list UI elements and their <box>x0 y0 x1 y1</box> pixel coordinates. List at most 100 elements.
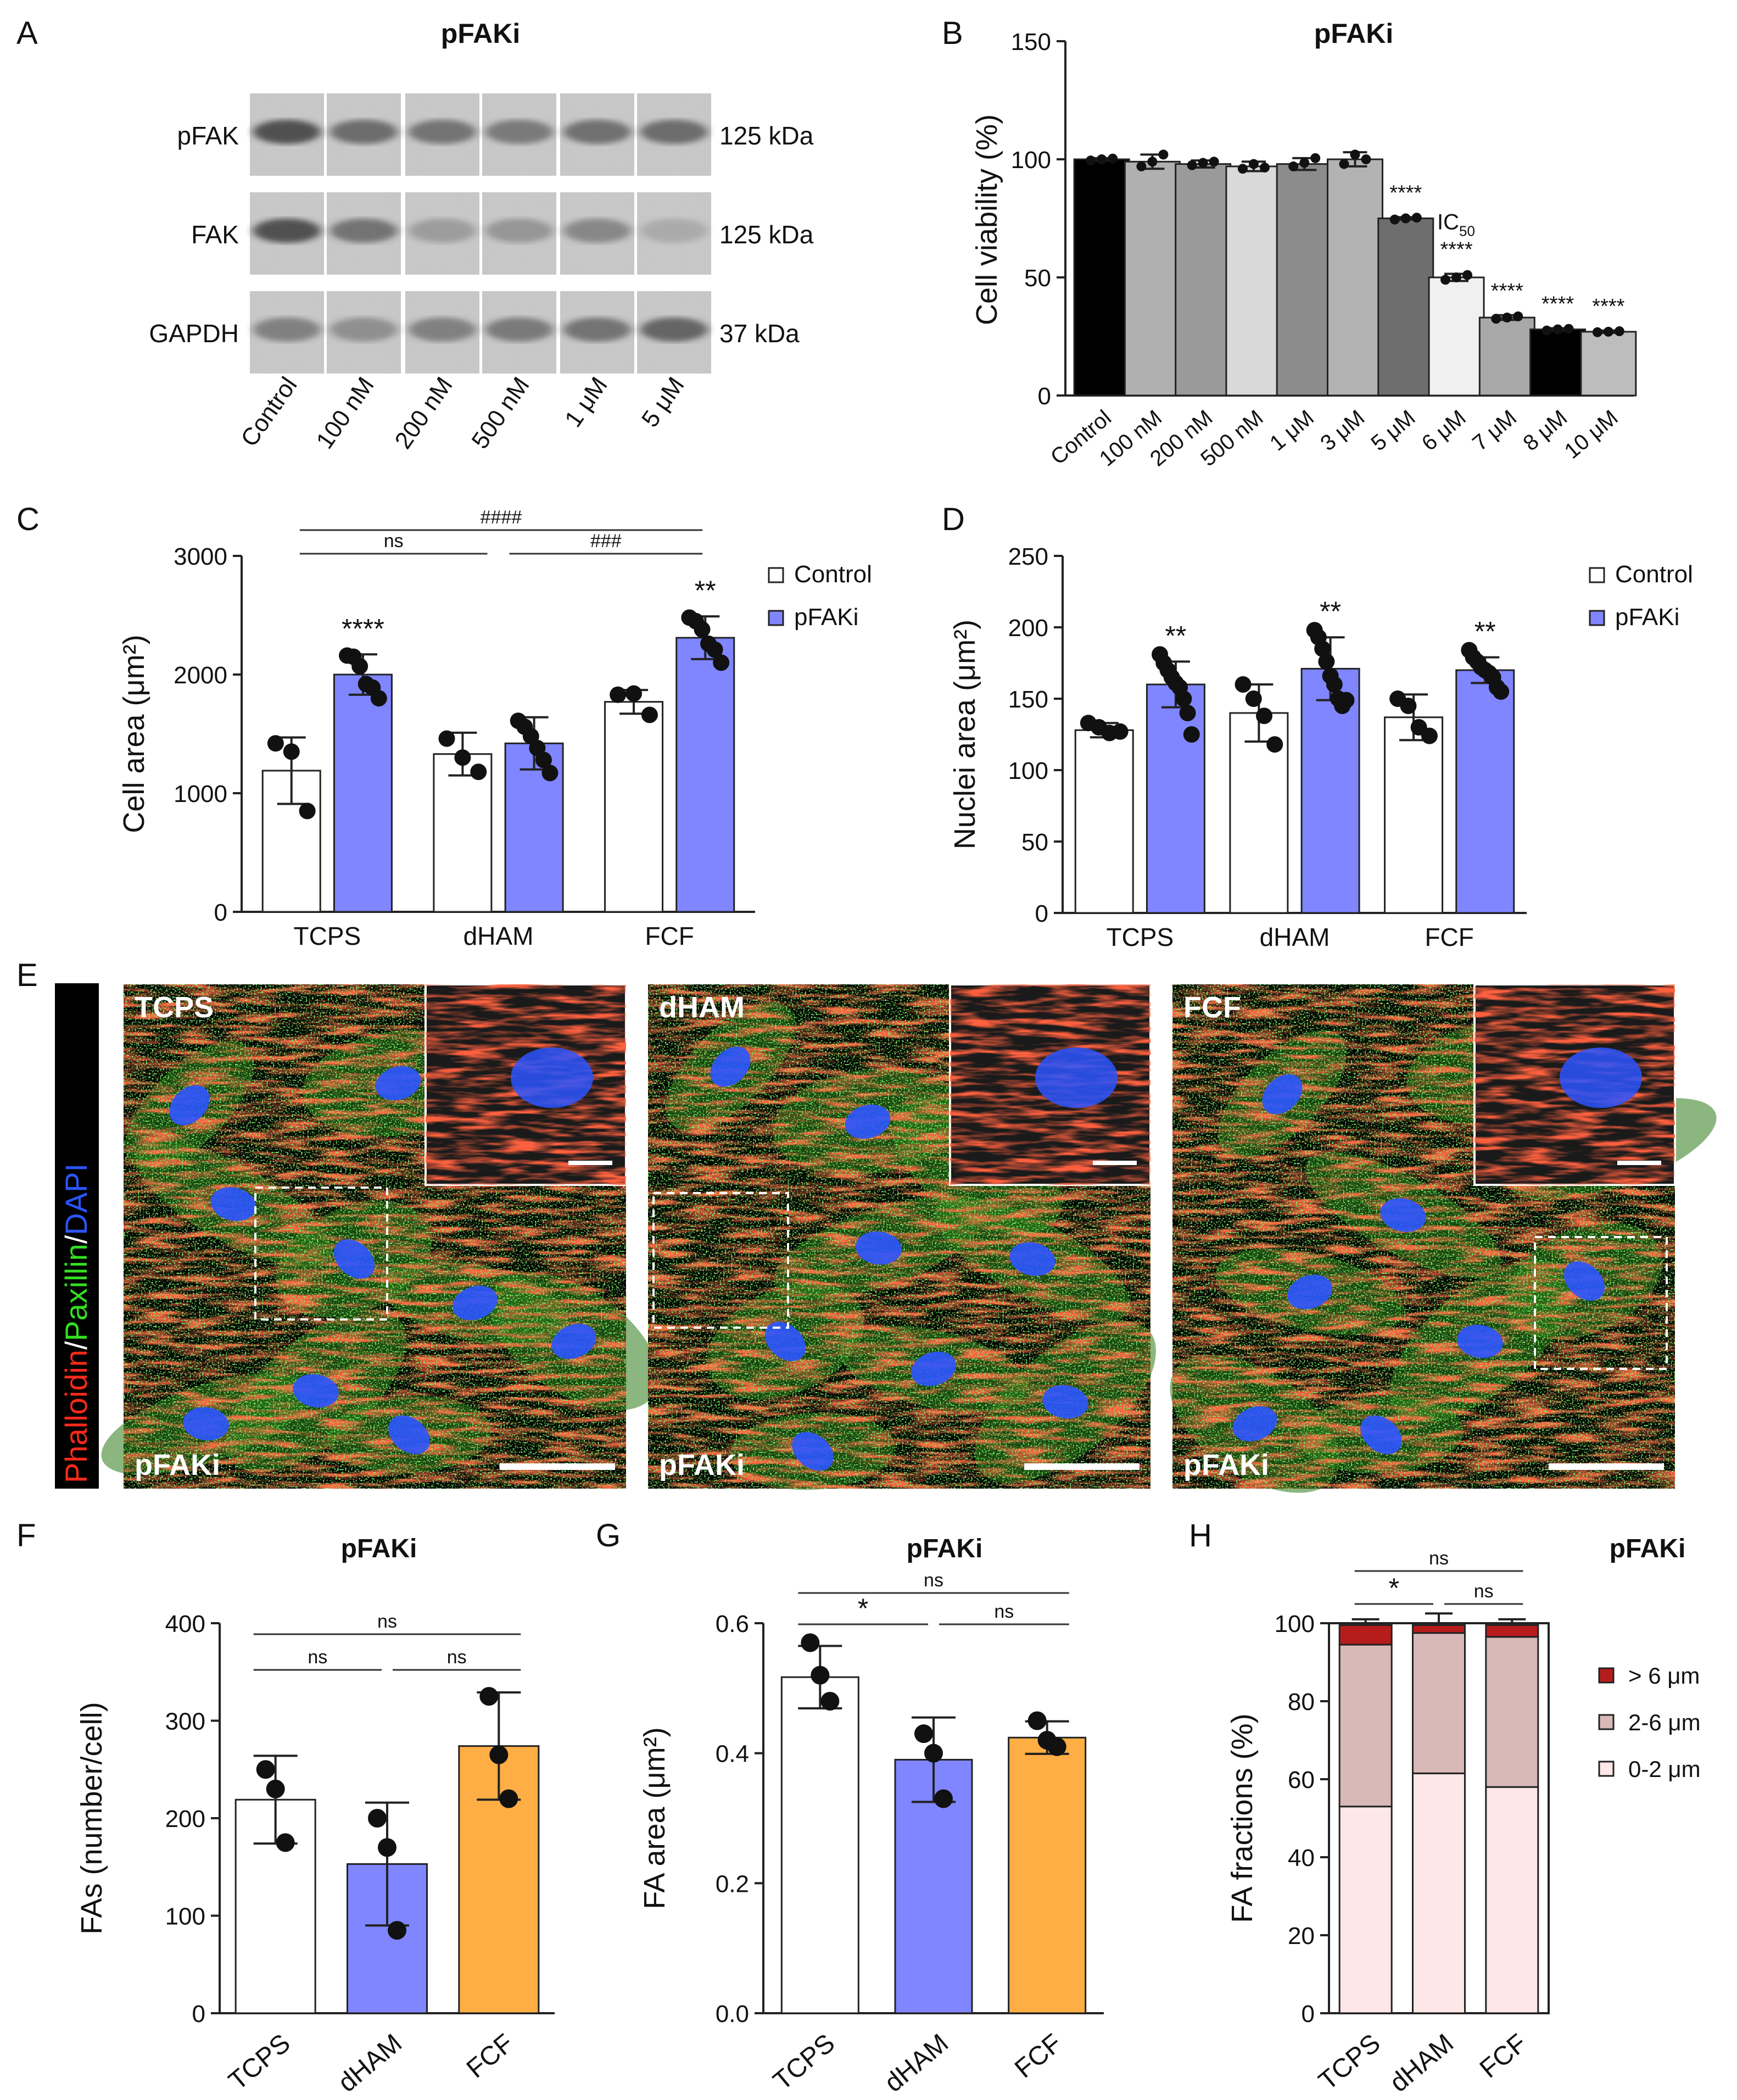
blot-lane-label: 100 nM <box>311 372 379 454</box>
y-tick-label: 3000 <box>174 543 227 570</box>
data-point <box>1112 723 1129 740</box>
blot-noise <box>327 192 401 275</box>
bar <box>333 673 393 913</box>
bar <box>604 701 664 913</box>
blot-noise <box>637 93 711 176</box>
y-tick-label: 150 <box>1008 686 1048 713</box>
panel-letter-b: B <box>942 15 963 51</box>
data-point <box>1338 692 1355 709</box>
nucleus <box>1042 1385 1088 1419</box>
y-tick-label: 0 <box>1302 2001 1315 2027</box>
nucleus <box>1360 1415 1402 1455</box>
x-tick-label: TCPS <box>1314 2029 1386 2096</box>
data-point <box>454 749 471 766</box>
blot-row-label: pFAK <box>177 121 239 150</box>
blot-lane-label: 1 μM <box>560 372 613 432</box>
y-tick-label: 2000 <box>174 662 227 689</box>
chart-title: pFAKi <box>1610 1534 1686 1563</box>
x-tick-label: FCF <box>1425 923 1473 951</box>
nucleus <box>792 1431 834 1471</box>
significance-stars: ** <box>695 575 716 606</box>
x-tick-label: TCPS <box>224 2029 296 2096</box>
y-tick-label: 1000 <box>174 781 227 807</box>
x-tick-label: dHAM <box>463 922 534 950</box>
nucleus <box>1563 1261 1605 1301</box>
data-point <box>1108 153 1118 164</box>
y-tick-label: 0.4 <box>716 1741 749 1768</box>
micro-label-bottom: pFAKi <box>659 1449 745 1481</box>
chart-title: pFAKi <box>1314 18 1393 49</box>
data-point <box>1086 155 1096 166</box>
bar <box>1529 328 1587 397</box>
data-point <box>1237 164 1248 174</box>
data-point <box>535 751 552 768</box>
data-point <box>283 743 300 760</box>
bar <box>1377 218 1434 397</box>
panel-letter-e: E <box>16 957 38 993</box>
data-point <box>1493 683 1510 700</box>
y-tick-label: 200 <box>165 1806 205 1832</box>
legend-swatch <box>768 610 784 626</box>
y-axis-title: FA fractions (%) <box>1226 1713 1259 1923</box>
y-axis-title: Cell viability (%) <box>970 114 1003 325</box>
stacked-segment <box>1338 1644 1393 1808</box>
data-point <box>1451 272 1462 282</box>
y-tick-label: 20 <box>1288 1923 1315 1949</box>
data-point <box>378 1838 396 1857</box>
blot-noise <box>327 93 401 176</box>
significance-stars: ** <box>1475 616 1496 647</box>
legend-label: pFAKi <box>1615 604 1679 631</box>
data-point <box>489 1745 509 1764</box>
nucleus <box>1287 1274 1332 1310</box>
bar <box>1580 331 1637 397</box>
nucleus <box>1262 1074 1303 1115</box>
blot-row-size: 125 kDa <box>719 121 814 150</box>
nucleus <box>375 1066 421 1101</box>
data-point <box>1502 313 1512 323</box>
significance-label: ### <box>590 531 622 552</box>
y-axis-title: FAs (number/cell) <box>75 1702 108 1934</box>
data-point <box>1541 325 1552 336</box>
y-tick-label: 50 <box>1021 829 1048 856</box>
legend-swatch <box>1589 610 1605 626</box>
data-point <box>1136 161 1147 171</box>
x-tick-label: TCPS <box>1106 923 1174 951</box>
micro-label-top: FCF <box>1183 991 1241 1024</box>
bar <box>675 637 735 913</box>
micro-label-bottom: pFAKi <box>135 1449 220 1481</box>
x-tick-label: 3 μM <box>1316 405 1369 455</box>
nucleus <box>911 1351 956 1386</box>
data-point <box>1158 149 1169 160</box>
y-tick-label: 100 <box>1275 1611 1315 1637</box>
blot-lane-label: 5 μM <box>636 372 690 432</box>
bar <box>1073 158 1130 397</box>
micro-label-top: dHAM <box>659 991 745 1024</box>
y-tick-label: 0 <box>192 2001 205 2027</box>
data-point <box>1248 159 1259 169</box>
stacked-segment <box>1338 1806 1393 2014</box>
nucleus <box>764 1322 806 1361</box>
stacked-segment <box>1338 1624 1393 1646</box>
data-point <box>1097 154 1107 164</box>
inset-nucleus <box>1035 1048 1118 1108</box>
data-point <box>1462 270 1473 280</box>
data-point <box>1256 708 1273 725</box>
nucleus <box>1457 1324 1503 1358</box>
stacked-segment <box>1412 1632 1466 1774</box>
y-axis-title: Nuclei area (μm²) <box>948 620 981 849</box>
blot-row-size: 37 kDa <box>719 319 800 348</box>
data-point <box>479 1687 499 1706</box>
nucleus <box>551 1324 596 1359</box>
bar <box>1455 669 1515 914</box>
channel-sep-2: / <box>59 1235 93 1244</box>
y-tick-label: 50 <box>1024 265 1051 292</box>
data-point <box>713 654 730 671</box>
data-point <box>1592 327 1602 337</box>
channel-dapi: DAPI <box>59 1163 93 1235</box>
channel-label-bar <box>55 983 99 1489</box>
bar <box>1276 163 1333 397</box>
data-point <box>1411 213 1422 223</box>
blot-noise <box>637 291 711 374</box>
data-point <box>1339 159 1349 169</box>
data-point <box>1440 275 1451 285</box>
